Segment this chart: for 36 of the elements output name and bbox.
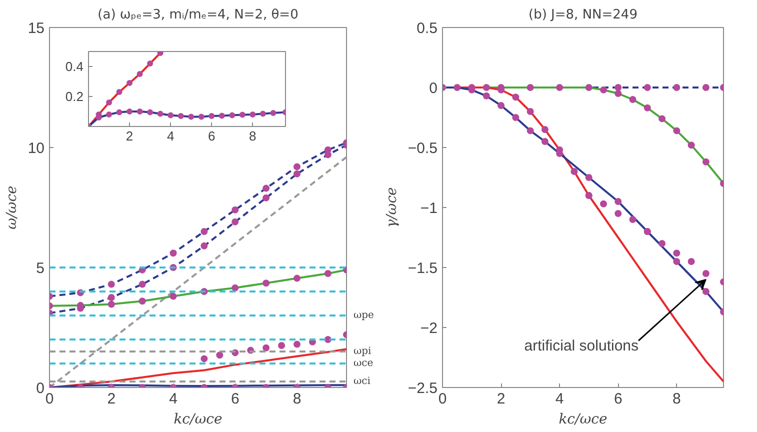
x-axis-title: kc/ωce [174, 412, 222, 428]
x-tick-label: 8 [249, 128, 256, 144]
x-axis-title: kc/ωce [558, 412, 608, 428]
y-tick-label: 0.5 [416, 20, 438, 37]
annotation: artificial solutions [524, 338, 638, 355]
chart-title: (b) J=8, NN=249 [528, 8, 638, 22]
x-tick-label: 4 [166, 128, 174, 144]
ref-line-label: ωce [354, 358, 374, 369]
y-tick-label: 10 [28, 140, 45, 157]
y-tick-label: 0 [36, 380, 44, 397]
y-tick-label: −2.5 [408, 380, 438, 397]
x-tick-label: 8 [292, 390, 302, 408]
x-tick-label: 6 [614, 390, 622, 408]
y-tick-label: −2 [420, 320, 438, 337]
y-tick-label: 0.4 [65, 59, 84, 74]
x-tick-label: 2 [496, 390, 506, 408]
y-tick-label: −0.5 [408, 140, 438, 157]
x-tick-label: 6 [208, 128, 216, 144]
y-tick-label: 0.2 [65, 89, 84, 104]
y-tick-label: −1 [420, 200, 438, 217]
y-tick-label: 0 [429, 80, 438, 97]
chart-title: (a) ωₚₑ=3, mᵢ/mₑ=4, N=2, θ=0 [98, 8, 298, 22]
x-tick-label: 4 [555, 390, 564, 408]
y-tick-label: 15 [28, 20, 45, 37]
x-tick-label: 2 [107, 390, 116, 408]
x-tick-label: 8 [672, 390, 681, 408]
ref-line-label: ωpe [354, 310, 374, 321]
y-tick-label: 5 [36, 260, 44, 277]
x-tick-label: 4 [169, 390, 178, 408]
y-tick-label: −1.5 [408, 260, 438, 277]
x-tick-label: 2 [126, 128, 134, 144]
ref-line-label: ωci [354, 376, 370, 387]
x-tick-label: 6 [230, 390, 240, 408]
y-axis-title: γ/ωce [384, 187, 400, 228]
y-axis-title: ω/ωce [4, 186, 20, 230]
ref-line-label: ωpi [354, 346, 372, 357]
